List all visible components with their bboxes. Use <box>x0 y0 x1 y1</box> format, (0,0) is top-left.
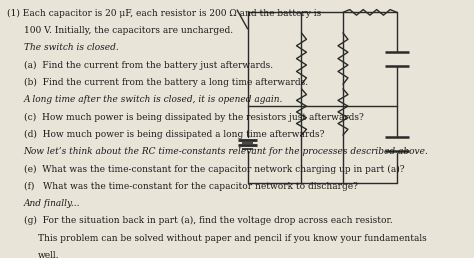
Text: well.: well. <box>38 251 60 258</box>
Text: (a)  Find the current from the battery just afterwards.: (a) Find the current from the battery ju… <box>24 61 273 70</box>
Text: (e)  What was the time-constant for the capacitor network charging up in part (a: (e) What was the time-constant for the c… <box>24 164 404 174</box>
Text: (b)  Find the current from the battery a long time afterwards.: (b) Find the current from the battery a … <box>24 78 308 87</box>
Text: (c)  How much power is being dissipated by the resistors just afterwards?: (c) How much power is being dissipated b… <box>24 112 363 122</box>
Text: (1) Each capacitor is 20 μF, each resistor is 200 Ω and the battery is: (1) Each capacitor is 20 μF, each resist… <box>7 9 321 18</box>
Text: And finally...: And finally... <box>24 199 80 208</box>
Text: (f)   What was the time-constant for the capacitor network to discharge?: (f) What was the time-constant for the c… <box>24 182 357 191</box>
Text: 100 V. Initially, the capacitors are uncharged.: 100 V. Initially, the capacitors are unc… <box>24 26 233 35</box>
Text: This problem can be solved without paper and pencil if you know your fundamental: This problem can be solved without paper… <box>38 233 427 243</box>
Text: (g)  For the situation back in part (a), find the voltage drop across each resis: (g) For the situation back in part (a), … <box>24 216 392 225</box>
Text: The switch is closed.: The switch is closed. <box>24 43 118 52</box>
Text: Now let’s think about the RC time-constants relevant for the processes described: Now let’s think about the RC time-consta… <box>24 147 428 156</box>
Text: (d)  How much power is being dissipated a long time afterwards?: (d) How much power is being dissipated a… <box>24 130 324 139</box>
Text: A long time after the switch is closed, it is opened again.: A long time after the switch is closed, … <box>24 95 283 104</box>
